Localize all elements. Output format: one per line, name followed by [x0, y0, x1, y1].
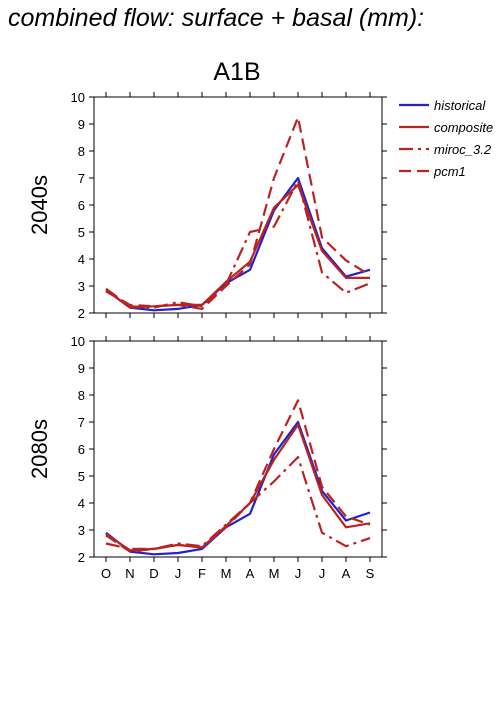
- x-tick-label: S: [366, 566, 375, 581]
- y-tick-label: 8: [78, 144, 85, 159]
- series-line-historical: [105, 420, 371, 556]
- panel-frame-2040s: [93, 96, 383, 314]
- y-tick-label: 8: [78, 388, 85, 403]
- series-line-miroc_3.2: [105, 179, 371, 309]
- y-tick-label: 5: [78, 225, 85, 240]
- x-tick-label: O: [101, 566, 111, 581]
- panel-frame-2080s: [93, 340, 383, 558]
- y-tick-label: 7: [78, 171, 85, 186]
- legend-label-composite: composite: [434, 120, 493, 135]
- y-tick-label: 3: [78, 279, 85, 294]
- series-line-pcm1: [105, 399, 371, 553]
- x-tick-label: A: [246, 566, 255, 581]
- x-tick-label: F: [198, 566, 206, 581]
- x-tick-label: J: [175, 566, 182, 581]
- scenario-title: A1B: [213, 58, 260, 86]
- figure-title: combined flow: surface + basal (mm):: [8, 4, 425, 32]
- y-tick-label: 7: [78, 415, 85, 430]
- y-tick-label: 10: [71, 90, 85, 105]
- x-tick-label: N: [125, 566, 134, 581]
- x-tick-label: M: [269, 566, 280, 581]
- panel-label-2080s: 2080s: [27, 419, 52, 479]
- y-tick-label: 9: [78, 117, 85, 132]
- y-tick-label: 4: [78, 252, 85, 267]
- x-tick-label: J: [295, 566, 302, 581]
- y-tick-label: 3: [78, 523, 85, 538]
- x-tick-label: D: [149, 566, 158, 581]
- legend-label-historical: historical: [434, 98, 486, 113]
- legend-label-pcm1: pcm1: [433, 164, 466, 179]
- x-tick-label: J: [319, 566, 326, 581]
- y-tick-label: 2: [78, 550, 85, 565]
- x-tick-label: A: [342, 566, 351, 581]
- y-tick-label: 4: [78, 496, 85, 511]
- y-tick-label: 6: [78, 198, 85, 213]
- y-tick-label: 9: [78, 361, 85, 376]
- series-line-pcm1: [105, 116, 371, 310]
- panel-label-2040s: 2040s: [27, 175, 52, 235]
- x-tick-label: M: [221, 566, 232, 581]
- y-tick-label: 10: [71, 334, 85, 349]
- legend-label-miroc_3.2: miroc_3.2: [434, 142, 492, 157]
- y-tick-label: 2: [78, 306, 85, 321]
- y-tick-label: 6: [78, 442, 85, 457]
- y-tick-label: 5: [78, 469, 85, 484]
- series-line-composite: [105, 423, 371, 552]
